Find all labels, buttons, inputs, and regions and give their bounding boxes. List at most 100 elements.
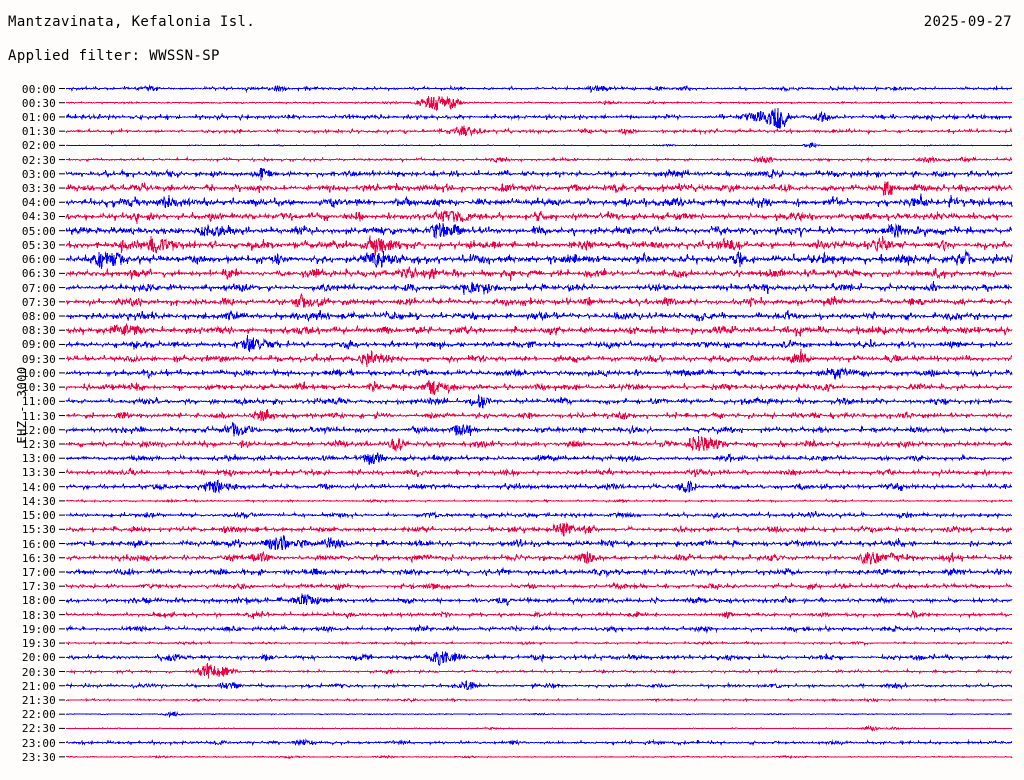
trace-line: [65, 235, 1013, 257]
time-tick-label: 05:00: [21, 224, 56, 238]
time-tick-label: 02:00: [21, 139, 56, 153]
time-tick-label: 07:30: [21, 295, 56, 309]
time-tick-label: 21:00: [21, 679, 56, 693]
time-tick-label: 19:00: [21, 622, 56, 636]
time-tick-label: 15:30: [21, 523, 56, 537]
trace-line: [65, 348, 1013, 368]
trace-line: [65, 322, 1013, 337]
time-tick-label: 20:00: [21, 651, 56, 665]
trace-line: [65, 754, 1013, 760]
applied-filter-label: Applied filter: WWSSN-SP: [8, 48, 220, 64]
time-tick-label: 22:00: [21, 708, 56, 722]
trace-line: [65, 281, 1013, 295]
trace-line: [65, 663, 1013, 679]
time-tick-label: 06:00: [21, 253, 56, 267]
time-tick-label: 12:00: [21, 423, 56, 437]
time-tick-label: 23:00: [21, 736, 56, 750]
trace-line: [65, 223, 1013, 239]
trace-line: [65, 623, 1013, 634]
trace-line: [65, 168, 1013, 181]
time-tick-label: 21:30: [21, 693, 56, 707]
trace-line: [65, 498, 1013, 504]
time-tick-label: 08:00: [21, 310, 56, 324]
trace-line: [65, 125, 1013, 137]
trace-line: [65, 421, 1013, 437]
time-tick-label: 00:00: [21, 82, 56, 96]
trace-line: [65, 266, 1013, 281]
time-tick-label: 00:30: [21, 96, 56, 110]
trace-line: [65, 510, 1013, 520]
time-tick-label: 17:30: [21, 580, 56, 594]
trace-line: [65, 452, 1013, 465]
trace-line: [65, 639, 1013, 647]
trace-line: [65, 292, 1013, 308]
time-tick-label: 19:30: [21, 637, 56, 651]
trace-line: [65, 84, 1013, 94]
time-tick-label: 08:30: [21, 324, 56, 338]
trace-line: [65, 697, 1013, 703]
time-tick-label: 02:30: [21, 153, 56, 167]
trace-line: [65, 725, 1013, 732]
trace-line: [65, 479, 1013, 494]
time-tick-label: 15:00: [21, 509, 56, 523]
time-tick-label: 09:00: [21, 338, 56, 352]
time-tick-label: 18:00: [21, 594, 56, 608]
trace-line: [65, 535, 1013, 551]
time-tick-label: 13:00: [21, 452, 56, 466]
time-tick-label: 14:30: [21, 494, 56, 508]
trace-line: [65, 581, 1013, 592]
time-tick-label: 11:00: [21, 395, 56, 409]
time-tick-label: 13:30: [21, 466, 56, 480]
trace-line: [65, 521, 1013, 537]
axis-ticks: [59, 88, 65, 758]
trace-line: [65, 466, 1013, 479]
trace-line: [65, 249, 1013, 270]
trace-line: [65, 155, 1013, 164]
trace-line: [65, 711, 1013, 719]
time-tick-label: 05:30: [21, 238, 56, 252]
trace-line: [65, 107, 1013, 130]
trace-line: [65, 142, 1013, 149]
time-tick-label: 11:30: [21, 409, 56, 423]
time-tick-label: 07:00: [21, 281, 56, 295]
trace-line: [65, 209, 1013, 224]
trace-line: [65, 738, 1013, 747]
time-tick-label: 06:30: [21, 267, 56, 281]
time-tick-label: 12:30: [21, 438, 56, 451]
time-tick-label: 10:30: [21, 381, 56, 395]
time-tick-label: 04:30: [21, 210, 56, 224]
time-tick-label: 17:00: [21, 565, 56, 579]
time-tick-label: 18:30: [21, 608, 56, 622]
time-tick-label: 23:30: [21, 750, 56, 764]
time-tick-label: 10:00: [21, 366, 56, 380]
station-title: Mantzavinata, Kefalonia Isl.: [8, 14, 256, 30]
time-tick-label: 01:30: [21, 125, 56, 139]
trace-line: [65, 95, 1013, 112]
trace-line: [65, 609, 1013, 620]
trace-line: [65, 435, 1013, 452]
trace-line: [65, 680, 1013, 691]
trace-line: [65, 367, 1013, 381]
record-date: 2025-09-27: [923, 14, 1012, 30]
trace-line: [65, 193, 1013, 209]
trace-line: [65, 650, 1013, 666]
trace-line: [65, 380, 1013, 395]
trace-line: [65, 181, 1013, 196]
time-tick-label: 04:00: [21, 196, 56, 210]
time-tick-label: 01:00: [21, 110, 56, 124]
time-tick-label: 03:00: [21, 167, 56, 181]
trace-line: [65, 409, 1013, 421]
time-tick-label: 09:30: [21, 352, 56, 366]
time-tick-label: 03:30: [21, 182, 56, 196]
trace-line: [65, 394, 1013, 409]
trace-line: [65, 551, 1013, 565]
trace-line: [65, 567, 1013, 578]
time-tick-label: 16:30: [21, 551, 56, 565]
time-tick-label: 16:00: [21, 537, 56, 551]
trace-line: [65, 593, 1013, 607]
time-tick-label: 14:00: [21, 480, 56, 494]
time-tick-label: 20:30: [21, 665, 56, 679]
